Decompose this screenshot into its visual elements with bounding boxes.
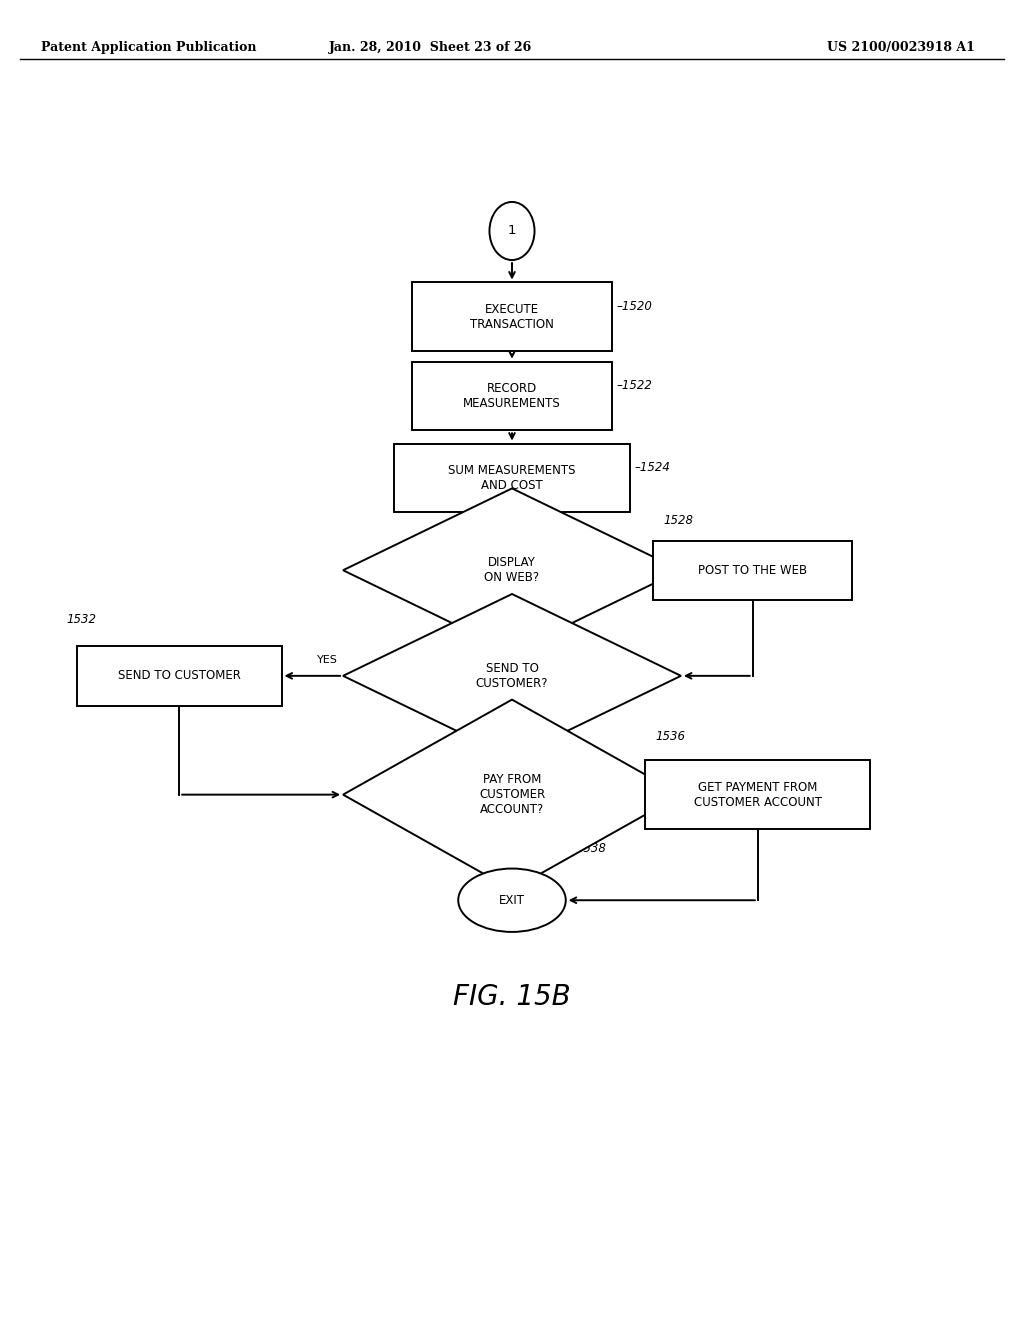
- Text: POST TO THE WEB: POST TO THE WEB: [698, 564, 807, 577]
- Text: US 2100/0023918 A1: US 2100/0023918 A1: [827, 41, 975, 54]
- Text: –1530: –1530: [522, 564, 558, 577]
- Text: –1526: –1526: [522, 458, 558, 471]
- Text: SEND TO
CUSTOMER?: SEND TO CUSTOMER?: [476, 661, 548, 690]
- Text: EXIT: EXIT: [499, 894, 525, 907]
- Text: DISPLAY
ON WEB?: DISPLAY ON WEB?: [484, 556, 540, 585]
- Text: –1534: –1534: [522, 669, 558, 682]
- Text: 1528: 1528: [664, 515, 693, 527]
- Text: NO: NO: [519, 772, 537, 783]
- Text: –1520: –1520: [616, 300, 653, 313]
- Polygon shape: [343, 700, 681, 890]
- FancyBboxPatch shape: [412, 282, 611, 351]
- Text: 1532: 1532: [67, 614, 96, 626]
- FancyBboxPatch shape: [653, 541, 852, 599]
- Text: NO: NO: [519, 667, 537, 677]
- Text: –1538: –1538: [571, 842, 607, 855]
- Text: SEND TO CUSTOMER: SEND TO CUSTOMER: [118, 669, 241, 682]
- FancyBboxPatch shape: [645, 760, 870, 829]
- Text: –1522: –1522: [616, 379, 653, 392]
- Text: GET PAYMENT FROM
CUSTOMER ACCOUNT: GET PAYMENT FROM CUSTOMER ACCOUNT: [694, 780, 821, 809]
- FancyBboxPatch shape: [77, 647, 282, 706]
- Text: YES: YES: [317, 655, 338, 665]
- Text: PAY FROM
CUSTOMER
ACCOUNT?: PAY FROM CUSTOMER ACCOUNT?: [479, 774, 545, 816]
- Text: NO: NO: [519, 900, 537, 911]
- Text: 1: 1: [508, 224, 516, 238]
- Circle shape: [489, 202, 535, 260]
- Ellipse shape: [459, 869, 565, 932]
- Text: Jan. 28, 2010  Sheet 23 of 26: Jan. 28, 2010 Sheet 23 of 26: [329, 41, 531, 54]
- Polygon shape: [343, 594, 681, 758]
- FancyBboxPatch shape: [394, 444, 630, 512]
- Text: EXECUTE
TRANSACTION: EXECUTE TRANSACTION: [470, 302, 554, 331]
- Text: SUM MEASUREMENTS
AND COST: SUM MEASUREMENTS AND COST: [449, 463, 575, 492]
- Text: FIG. 15B: FIG. 15B: [454, 982, 570, 1011]
- Text: YES: YES: [689, 774, 710, 784]
- Text: RECORD
MEASUREMENTS: RECORD MEASUREMENTS: [463, 381, 561, 411]
- Text: YES: YES: [689, 549, 710, 560]
- FancyBboxPatch shape: [412, 362, 611, 430]
- Text: –1524: –1524: [635, 461, 671, 474]
- Text: 1536: 1536: [655, 730, 685, 743]
- Polygon shape: [343, 488, 681, 652]
- Text: Patent Application Publication: Patent Application Publication: [41, 41, 256, 54]
